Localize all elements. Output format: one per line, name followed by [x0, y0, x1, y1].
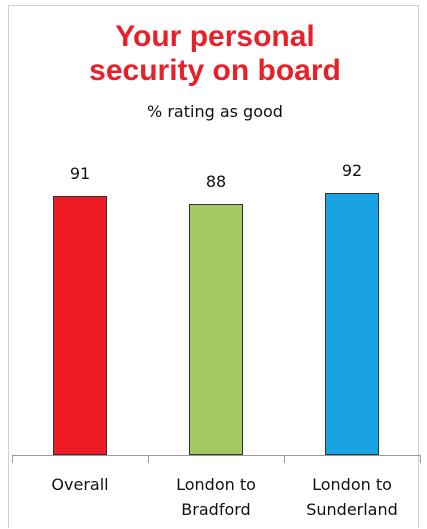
- x-tick-label: London to Bradford: [176, 475, 256, 519]
- chart-frame: [8, 5, 419, 528]
- x-tick: [148, 455, 149, 463]
- x-tick: [284, 455, 285, 463]
- data-label: 92: [341, 160, 363, 180]
- bar: [325, 192, 379, 455]
- x-tick-label: Overall: [51, 475, 109, 494]
- data-label: 91: [69, 163, 91, 183]
- bar: [189, 204, 243, 455]
- x-tick-label: London to Sunderland: [306, 475, 398, 519]
- x-tick: [12, 455, 13, 463]
- x-tick: [420, 455, 421, 463]
- chart-title: Your personal security on board: [89, 20, 341, 87]
- chart-subtitle: % rating as good: [147, 102, 283, 121]
- x-axis: [12, 455, 420, 456]
- bar: [53, 195, 107, 455]
- data-label: 88: [205, 172, 227, 192]
